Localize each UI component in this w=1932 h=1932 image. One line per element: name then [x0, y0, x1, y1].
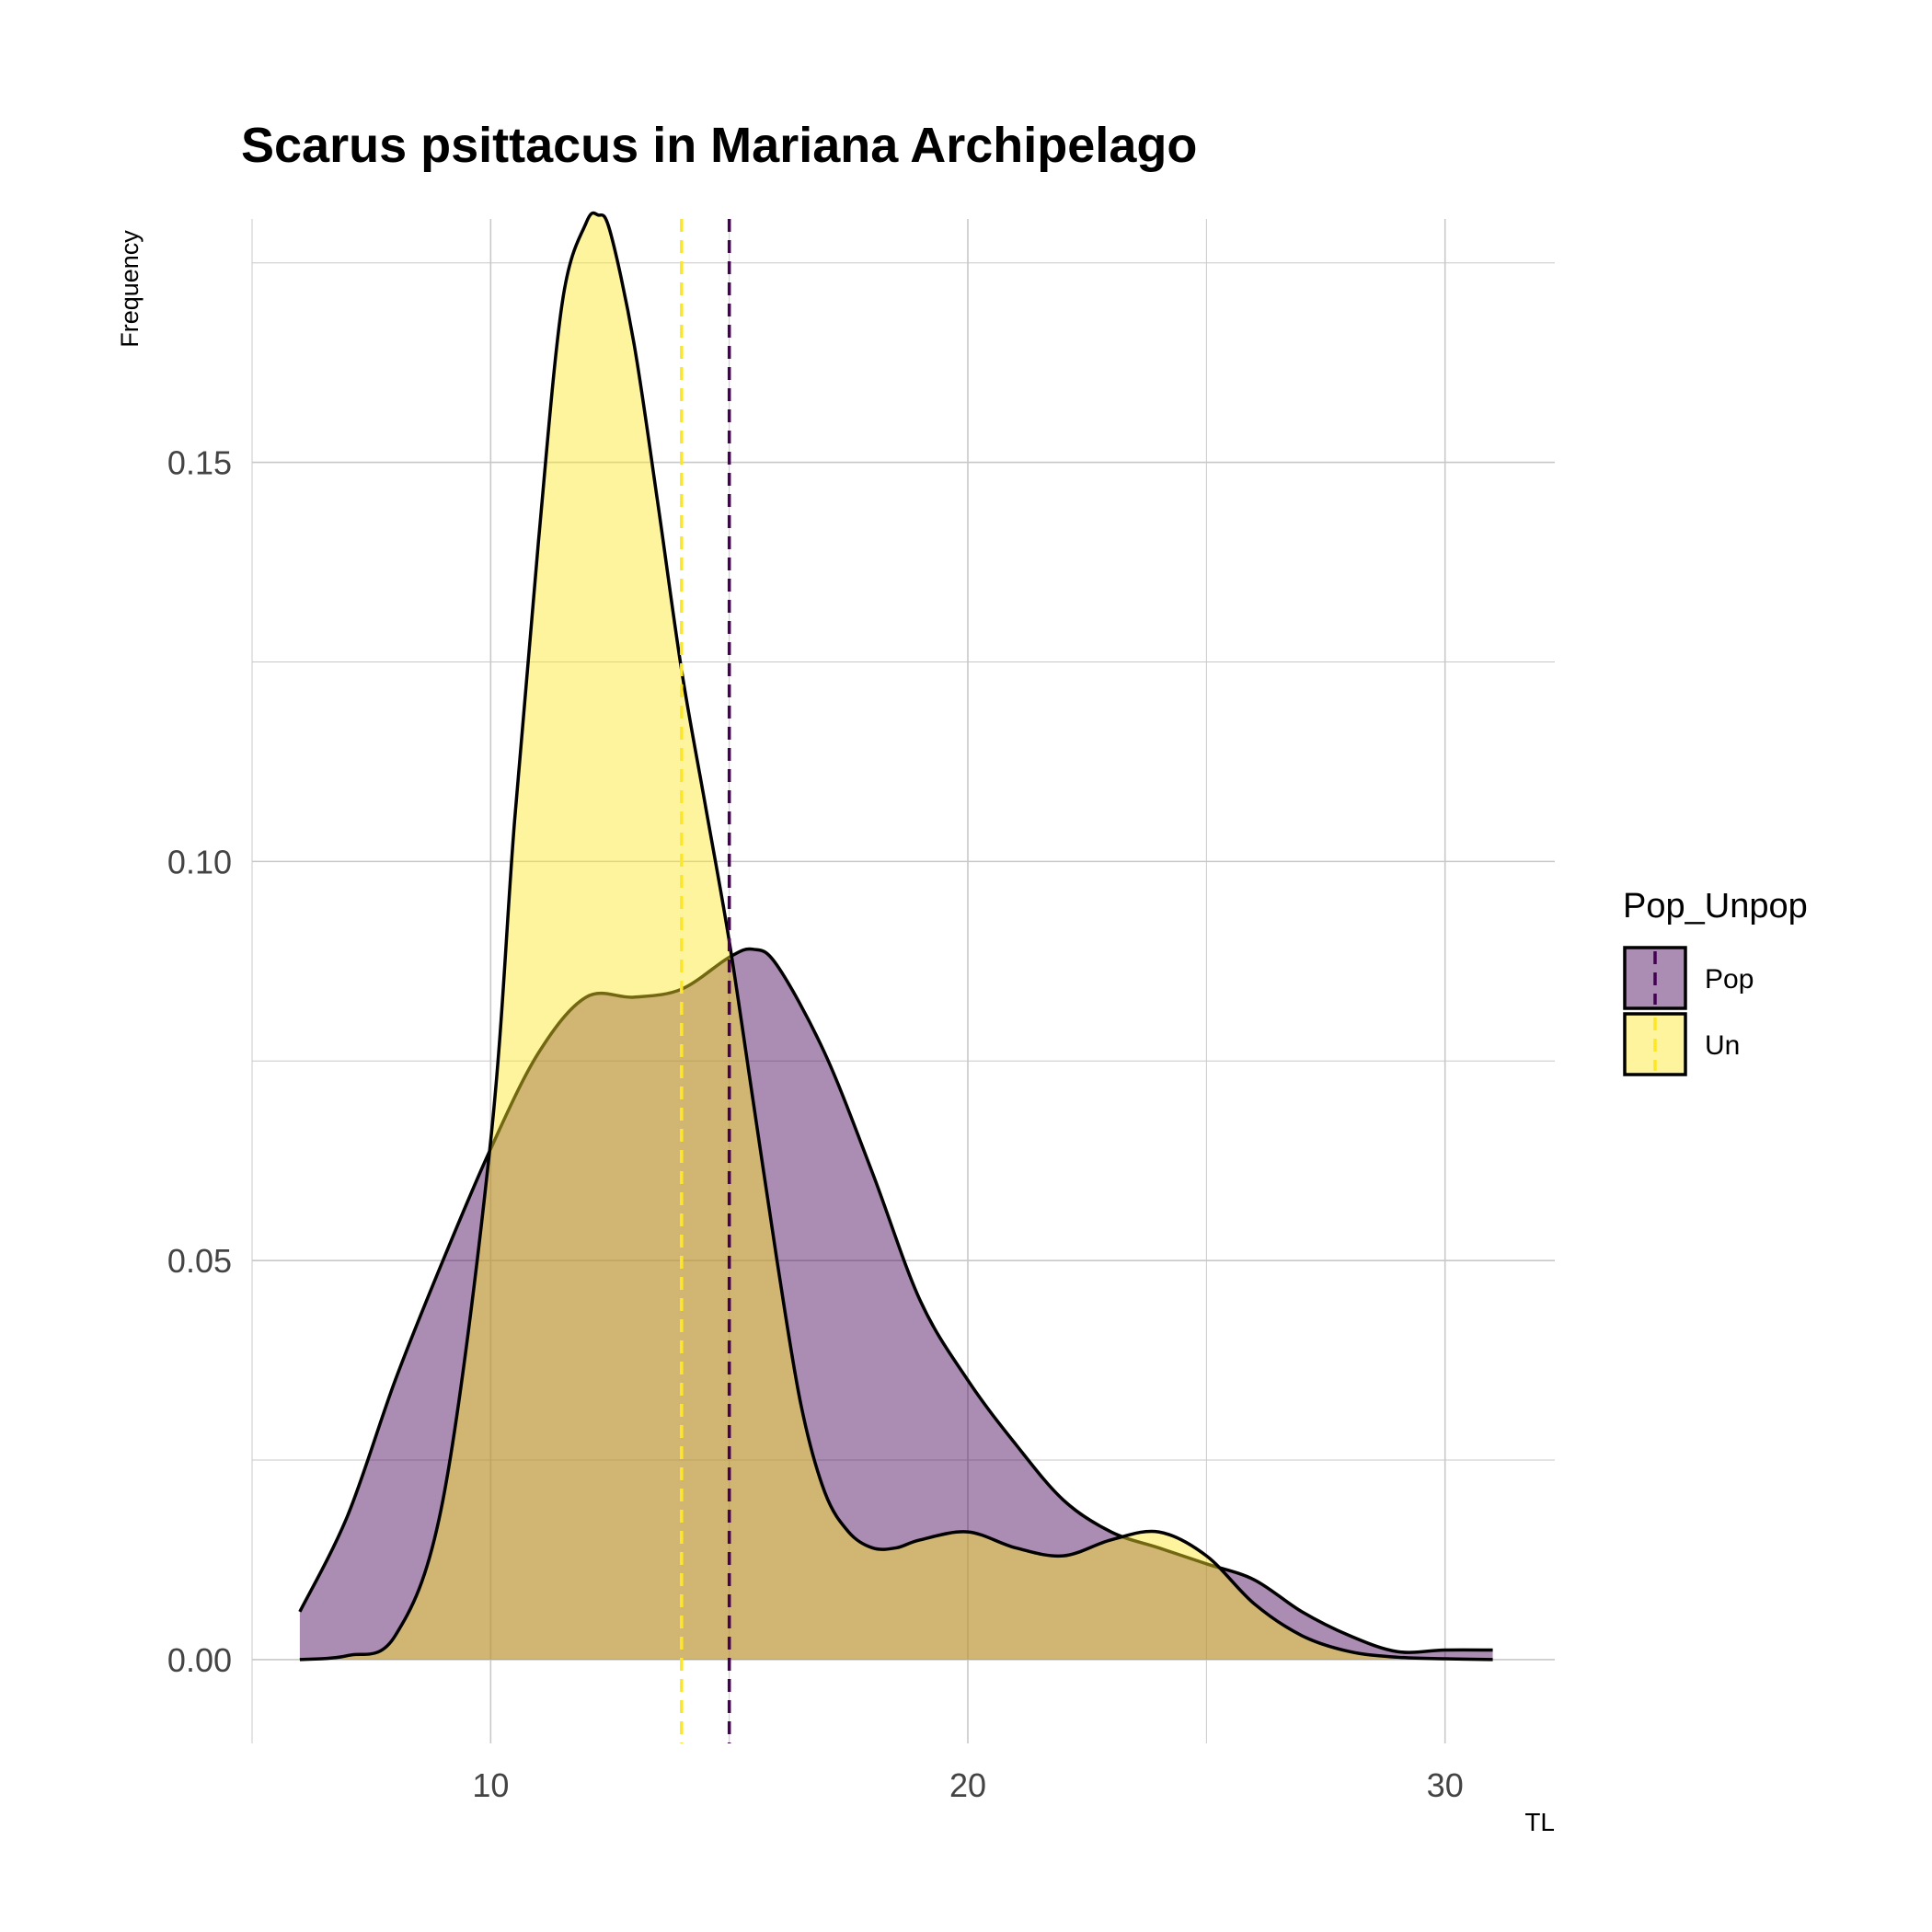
x-tick-label: 20	[949, 1766, 986, 1804]
x-axis-label: TL	[1524, 1808, 1555, 1836]
y-tick-labels: 0.00 0.05 0.10 0.15	[167, 444, 232, 1679]
density-outline-pop	[298, 947, 1493, 1654]
density-outline-un	[299, 211, 1493, 1662]
mean-lines	[680, 219, 731, 1743]
density-areas	[298, 211, 1493, 1662]
legend-item-un: Un	[1623, 1012, 1740, 1076]
y-tick-label: 0.10	[167, 843, 232, 880]
legend-title: Pop_Unpop	[1623, 887, 1808, 926]
legend-item-pop: Pop	[1623, 946, 1754, 1010]
legend: Pop_Unpop Pop Un	[1623, 887, 1808, 1076]
x-tick-label: 30	[1427, 1766, 1464, 1804]
density-area-pop	[299, 949, 1493, 1660]
y-tick-label: 0.15	[167, 444, 232, 482]
y-axis-label: Frequency	[116, 230, 144, 348]
x-tick-label: 10	[472, 1766, 509, 1804]
legend-label-un: Un	[1705, 1030, 1740, 1061]
y-tick-label: 0.05	[167, 1242, 232, 1280]
chart-title: Scarus psittacus in Mariana Archipelago	[241, 118, 1197, 173]
legend-label-pop: Pop	[1705, 964, 1754, 995]
y-tick-label: 0.00	[167, 1641, 232, 1679]
legend-items: Pop Un	[1623, 946, 1754, 1076]
grid-lines	[251, 219, 1555, 1743]
x-tick-labels: 10 20 30	[472, 1766, 1463, 1804]
density-area-un	[299, 213, 1493, 1660]
